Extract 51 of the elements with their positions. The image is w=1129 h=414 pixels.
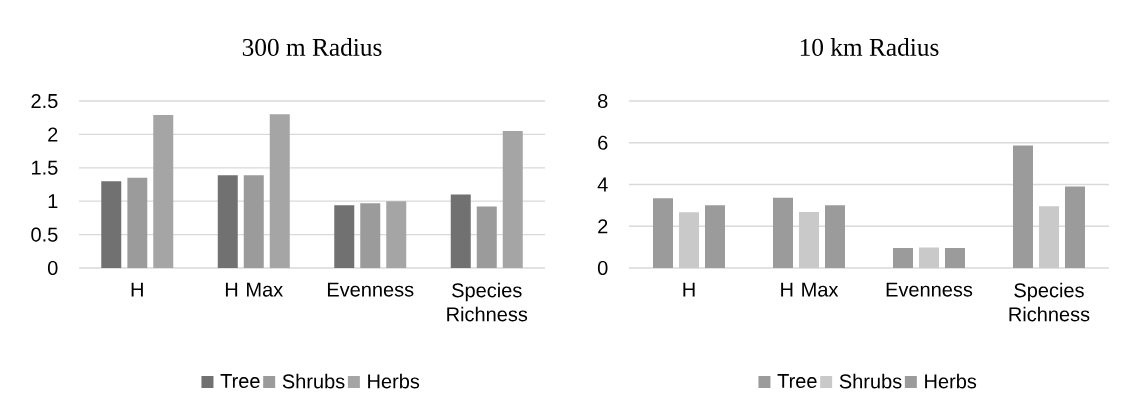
bar [502, 131, 523, 268]
bar [217, 175, 238, 268]
y-tick-label: 4 [597, 177, 608, 192]
y-tick-label: 1.5 [32, 160, 58, 175]
bar [334, 205, 355, 268]
chart-title: 10 km Radius [800, 38, 939, 56]
bar [679, 212, 699, 268]
x-tick-label: Evenness [327, 282, 414, 297]
legend-label: Tree [220, 374, 260, 389]
legend-label: Tree [777, 374, 817, 389]
x-tick-label: H Max [781, 282, 839, 297]
bar [1012, 145, 1033, 268]
y-tick-label: 1 [48, 194, 58, 209]
bar [101, 181, 122, 268]
x-tick-label: H [683, 282, 695, 297]
bar [944, 247, 965, 268]
bar [1064, 186, 1085, 268]
bar [386, 201, 407, 268]
bar [476, 206, 497, 268]
y-tick-label: 2 [598, 219, 608, 234]
bar [705, 205, 725, 268]
bar [153, 115, 174, 268]
x-tick-label: H [131, 282, 143, 297]
x-tick-label: H Max [225, 282, 283, 297]
bar [919, 247, 939, 268]
legend-label: Shrubs [282, 373, 345, 389]
y-tick-label: 0.5 [31, 227, 58, 242]
bar [360, 203, 381, 268]
y-tick-label: 0 [47, 260, 58, 276]
y-tick-label: 6 [598, 135, 608, 150]
y-tick-label: 8 [598, 93, 608, 109]
legend-label: Herbs [368, 373, 420, 389]
bar [450, 194, 471, 268]
y-tick-label: 2 [48, 127, 58, 142]
bar [243, 175, 264, 268]
bar [127, 177, 148, 268]
x-tick-label: Species Richness [1009, 282, 1090, 322]
bar [799, 212, 819, 268]
legend-label: Herbs [925, 373, 977, 389]
bar [773, 197, 793, 268]
y-tick-label: 2.5 [31, 93, 58, 109]
bar [825, 205, 845, 268]
legend-label: Shrubs [839, 373, 902, 389]
x-tick-label: Evenness [886, 282, 973, 297]
bar [892, 247, 913, 268]
bar [1038, 206, 1059, 268]
y-tick-label: 0 [597, 260, 608, 276]
bar [653, 198, 673, 268]
bar [269, 114, 290, 268]
chart-title: 300 m Radius [242, 38, 382, 56]
x-tick-label: Species Richness [447, 282, 528, 322]
